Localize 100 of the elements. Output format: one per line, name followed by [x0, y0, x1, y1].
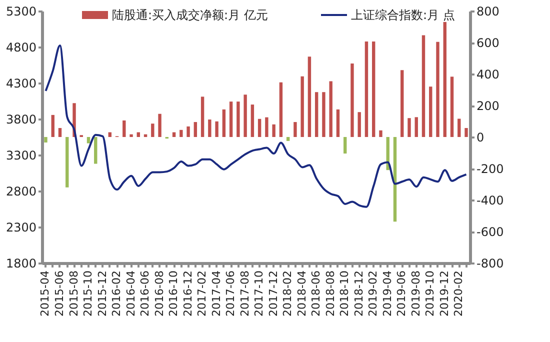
bar	[350, 63, 354, 137]
bar	[58, 128, 62, 137]
bar	[66, 137, 69, 188]
y2-tick-label: 0	[476, 130, 484, 144]
bar	[458, 118, 461, 137]
bar	[364, 42, 368, 137]
x-tick-label: 2020-02	[452, 270, 466, 316]
y-tick-label: 3300	[6, 148, 36, 162]
x-tick-label: 2017-06	[224, 270, 238, 316]
x-tick-label: 2016-06	[138, 270, 152, 316]
bar	[236, 102, 240, 137]
x-tick-label: 2015-10	[82, 270, 95, 316]
bar	[300, 76, 304, 137]
y2-tick-label: 800	[476, 4, 500, 18]
bar	[379, 130, 382, 137]
bar	[400, 70, 404, 137]
bar	[130, 134, 133, 137]
x-tick-label: 2019-02	[366, 270, 380, 316]
x-tick-label: 2018-10	[338, 270, 352, 316]
x-tick-label: 2019-06	[395, 270, 408, 316]
y2-tick-label: 600	[476, 36, 500, 50]
y-tick-label: 2300	[6, 220, 36, 234]
x-tick-label: 2016-08	[152, 270, 166, 316]
bar	[279, 82, 283, 137]
bar	[464, 128, 468, 137]
y2-tick-label: -800	[476, 256, 504, 270]
bar	[258, 118, 262, 137]
bar	[244, 94, 247, 137]
line-series	[44, 44, 468, 208]
x-tick-label: 2017-12	[266, 270, 280, 316]
x-tick-label: 2015-12	[96, 270, 109, 316]
y-tick-label: 4300	[6, 76, 36, 90]
y2-tick-label: 400	[476, 68, 500, 82]
bar	[44, 137, 48, 143]
x-tick-label: 2018-08	[324, 270, 337, 316]
bar	[94, 137, 98, 164]
x-tick-label: 2018-02	[281, 270, 294, 316]
x-tick-label: 2016-10	[167, 270, 180, 316]
bar	[450, 76, 454, 137]
x-tick-label: 2016-04	[124, 270, 138, 316]
bar	[294, 122, 297, 137]
x-tick-label: 2019-08	[409, 270, 422, 316]
x-tick-label: 2016-02	[110, 270, 124, 316]
bar	[372, 42, 376, 137]
bar	[393, 137, 397, 222]
y-tick-label: 2800	[6, 184, 36, 198]
bar	[51, 114, 54, 137]
x-tick-label: 2017-04	[210, 270, 223, 316]
bar	[314, 92, 318, 137]
y-tick-label: 3800	[6, 112, 36, 126]
y2-tick-label: -600	[476, 225, 504, 239]
bar	[250, 104, 254, 137]
bar	[422, 35, 426, 137]
bar	[286, 137, 290, 141]
y-tick-label: 5300	[6, 4, 36, 18]
y-tick-label: 1800	[6, 256, 36, 270]
bar	[208, 120, 212, 137]
legend-label: 上证综合指数:月 点	[351, 8, 455, 22]
bar	[265, 117, 268, 137]
bar	[200, 96, 204, 137]
bar	[336, 109, 340, 137]
bar	[429, 86, 432, 137]
bar	[229, 102, 233, 137]
bar	[194, 122, 198, 137]
x-tick-label: 2017-10	[252, 270, 266, 316]
y-tick-label: 4800	[6, 40, 36, 54]
bar	[322, 92, 326, 137]
bar	[158, 114, 162, 137]
x-tick-label: 2019-10	[424, 270, 437, 316]
x-tick-label: 2015-06	[52, 270, 66, 316]
x-tick-label: 2015-04	[38, 270, 52, 316]
bar	[308, 56, 312, 137]
bar	[343, 137, 347, 154]
bar	[151, 124, 154, 137]
x-tick-label: 2018-06	[310, 270, 323, 316]
bar	[122, 120, 126, 137]
y2-tick-label: -200	[476, 162, 504, 176]
bar	[436, 42, 440, 137]
bar	[358, 112, 361, 137]
bar	[215, 121, 218, 137]
y2-tick-label: -400	[476, 194, 504, 208]
bar	[408, 118, 411, 137]
bar	[180, 130, 183, 137]
x-tick-label: 2017-08	[238, 270, 252, 316]
bar	[414, 117, 418, 137]
x-tick-label: 2016-12	[181, 270, 194, 316]
x-tick-label: 2018-04	[295, 270, 308, 316]
legend-label: 陆股通:买入成交净额:月 亿元	[112, 8, 268, 22]
x-tick-label: 2018-12	[352, 270, 366, 316]
bar	[222, 109, 226, 137]
x-tick-label: 2015-08	[67, 270, 80, 316]
bar	[186, 126, 190, 137]
bar	[443, 22, 446, 137]
bar	[272, 124, 276, 137]
x-tick-label: 2017-02	[196, 270, 209, 316]
x-tick-label: 2019-04	[380, 270, 394, 316]
bar	[86, 137, 90, 144]
y2-tick-label: 200	[476, 99, 500, 113]
x-tick-label: 2019-12	[438, 270, 451, 316]
bar	[329, 81, 332, 137]
